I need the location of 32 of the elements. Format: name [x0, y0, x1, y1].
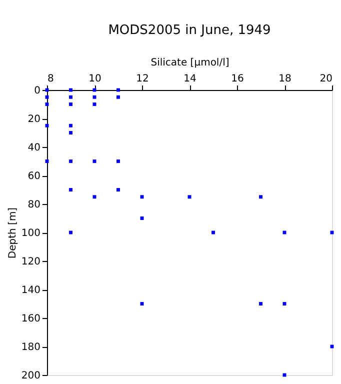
x-tick-label: 14: [184, 74, 196, 84]
point: [116, 95, 120, 99]
y-tick-label: 40: [28, 142, 40, 154]
point: [116, 160, 120, 163]
point: [69, 188, 72, 192]
point: [69, 160, 72, 163]
y-tick-label: 80: [28, 200, 40, 210]
point: [259, 195, 262, 199]
point: [116, 188, 120, 192]
x-axis-title: Silicate [µmol/l]: [150, 58, 230, 68]
point: [69, 131, 72, 134]
x-tick-label: 8: [48, 74, 54, 84]
point: [259, 302, 262, 306]
y-tick-label: 200: [21, 370, 40, 382]
x-tick-label: 12: [136, 74, 149, 84]
y-tick-label: 0: [34, 86, 40, 96]
y-tick-label: 100: [21, 228, 40, 239]
x-tick-label: 20: [320, 74, 332, 84]
y-tick-label: 180: [21, 342, 40, 353]
y-tick-label: 140: [21, 285, 40, 296]
y-tick-label: 160: [21, 314, 40, 324]
x-tick-label: 16: [231, 74, 244, 84]
y-axis-title: Depth [m]: [7, 207, 18, 259]
y-tick-label: 20: [28, 114, 40, 125]
chart-title: MODS2005 in June, 1949: [108, 23, 271, 38]
point: [69, 102, 72, 106]
y-tick-label: 60: [28, 171, 40, 182]
point: [69, 124, 72, 128]
y-tick-label: 120: [21, 256, 40, 268]
x-tick-label: 18: [278, 74, 292, 84]
point: [69, 95, 72, 99]
x-tick-label: 10: [88, 74, 102, 84]
